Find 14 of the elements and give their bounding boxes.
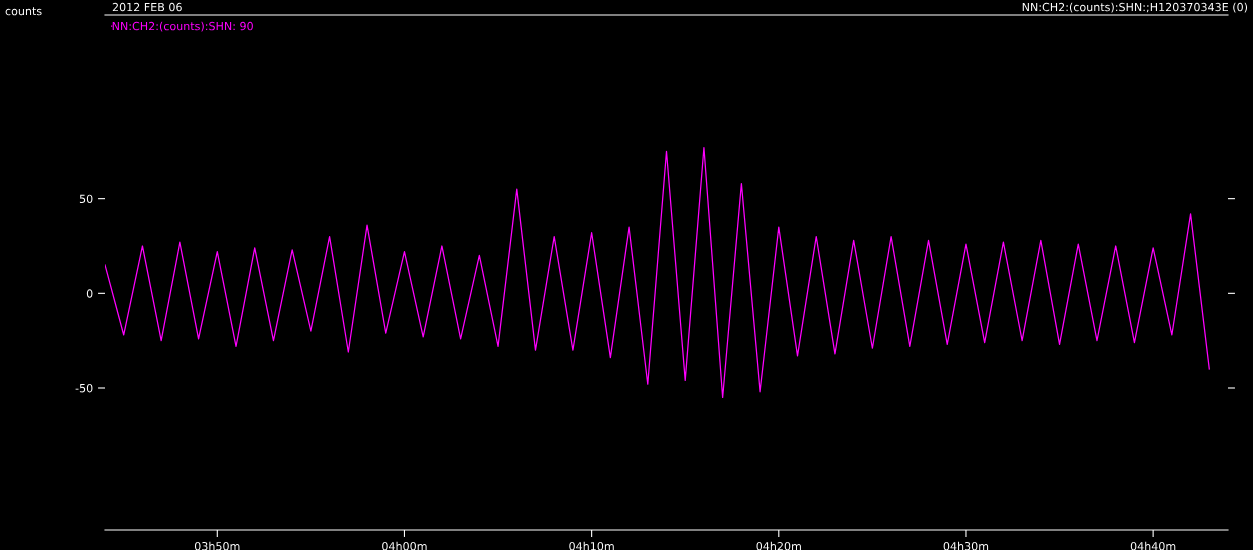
y-tick-label: -50 (75, 383, 93, 393)
x-tick-label: 04h40m (1130, 541, 1176, 550)
text: NN:CH2:(counts):SHN:;H120370343E (0) (1022, 2, 1248, 13)
x-tick-label: 04h10m (569, 541, 614, 550)
y-tick-label: 50 (79, 194, 93, 204)
y-tick-label: 0 (86, 289, 93, 298)
legend-label: NN:CH2:(counts):SHN: 90 (112, 21, 253, 32)
x-tick-label: 04h00m (382, 541, 427, 550)
x-tick-label: 04h20m (756, 541, 801, 550)
chart-title: 2012 FEB 06 (112, 2, 182, 12)
x-tick-label: 04h30m (943, 541, 989, 550)
y-axis-title: counts (5, 7, 42, 16)
line-series (105, 146, 1210, 399)
x-tick-label: 03h50m (194, 541, 240, 550)
